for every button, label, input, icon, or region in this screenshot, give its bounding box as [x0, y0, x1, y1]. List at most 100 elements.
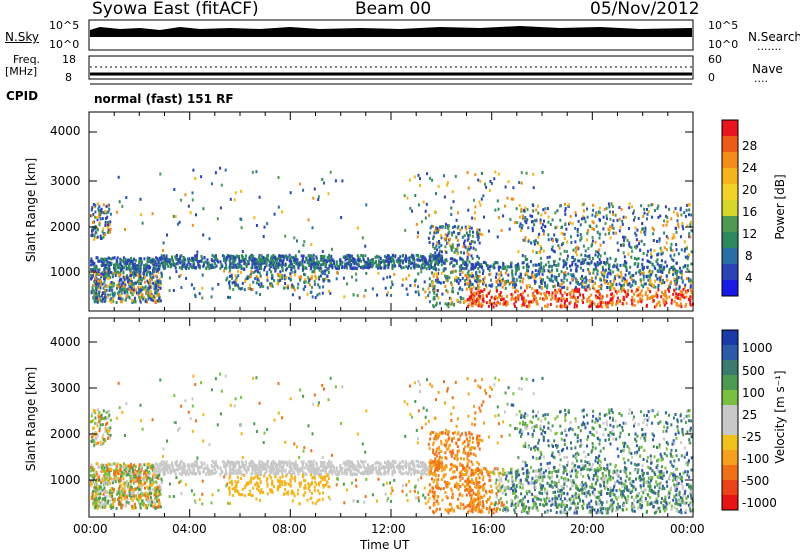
- power-cell: [312, 257, 315, 261]
- power-cell: [451, 190, 454, 194]
- power-cell: [112, 299, 115, 303]
- power-cell: [546, 305, 549, 309]
- power-cell: [516, 297, 519, 301]
- power-cell: [632, 279, 635, 283]
- power-cell: [583, 286, 586, 289]
- power-cell: [530, 241, 532, 245]
- power-cell: [342, 276, 345, 280]
- power-cell: [117, 263, 120, 267]
- power-cell: [210, 266, 213, 270]
- power-cell: [155, 285, 158, 289]
- power-cell: [432, 235, 435, 239]
- velocity-cell: [101, 423, 104, 427]
- power-cell: [619, 225, 622, 229]
- velocity-cell: [149, 483, 151, 487]
- power-cell: [537, 263, 540, 267]
- power-cell: [375, 254, 378, 258]
- velocity-cell: [102, 441, 105, 445]
- power-cell: [668, 295, 671, 299]
- power-cell: [624, 277, 626, 281]
- power-cell: [531, 226, 534, 230]
- power-cell: [513, 285, 516, 289]
- power-cell: [679, 206, 682, 210]
- velocity-cell: [150, 500, 153, 504]
- power-cell: [315, 255, 318, 259]
- power-cell: [293, 258, 296, 262]
- power-cell: [191, 191, 194, 195]
- power-cell: [602, 240, 605, 244]
- power-cell: [103, 263, 106, 267]
- power-cell: [175, 262, 178, 266]
- power-cell: [123, 284, 126, 288]
- power-cell: [477, 261, 480, 265]
- power-cell: [641, 298, 644, 302]
- power-cell: [258, 195, 261, 199]
- power-cell: [97, 207, 100, 211]
- power-cell: [361, 265, 364, 269]
- power-cell: [409, 178, 411, 182]
- power-cell: [670, 298, 673, 302]
- velocity-cb-tick-500: 500: [742, 364, 765, 378]
- power-cell: [471, 240, 474, 244]
- power-cell: [560, 226, 563, 229]
- power-cell: [541, 170, 544, 174]
- power-cell: [450, 302, 453, 306]
- power-cell: [684, 304, 687, 308]
- power-cell: [372, 259, 374, 263]
- power-cell: [688, 235, 691, 239]
- power-cell: [115, 271, 118, 275]
- power-cell: [294, 273, 297, 277]
- velocity-cell: [120, 498, 123, 501]
- power-cell: [572, 295, 575, 299]
- power-cell: [104, 233, 107, 236]
- power-cell: [607, 202, 610, 206]
- power-cell: [538, 232, 541, 236]
- power-cell: [685, 291, 688, 295]
- power-cell: [588, 299, 591, 303]
- power-cell: [652, 295, 655, 299]
- power-cell: [419, 184, 422, 188]
- velocity-cell: [138, 501, 141, 505]
- velocity-cell: [92, 426, 94, 430]
- power-cell: [578, 259, 581, 263]
- power-cell: [562, 259, 565, 263]
- power-cell: [465, 281, 468, 285]
- power-cell: [651, 203, 654, 207]
- power-cell: [377, 271, 380, 275]
- power-cell: [229, 268, 232, 272]
- power-cell: [564, 212, 567, 216]
- power-cell: [559, 282, 562, 286]
- power-cell: [173, 188, 176, 191]
- power-cell: [521, 297, 524, 301]
- power-cell: [108, 223, 111, 227]
- power-cell: [569, 268, 572, 272]
- power-cell: [493, 301, 496, 305]
- power-cell: [474, 287, 477, 291]
- power-cell: [345, 263, 348, 267]
- velocity-cell: [147, 487, 150, 491]
- power-cell: [504, 185, 507, 189]
- velocity-cell: [148, 493, 151, 497]
- power-cell: [144, 288, 147, 292]
- velocity-cell: [91, 481, 94, 485]
- power-cell: [660, 295, 663, 299]
- power-cell: [162, 249, 164, 252]
- power-cell: [255, 224, 258, 227]
- power-cell: [611, 301, 614, 305]
- power-cell: [456, 239, 459, 242]
- velocity-cb-tick-1000: 1000: [742, 341, 773, 355]
- power-cell: [467, 278, 470, 282]
- power-cell: [467, 245, 470, 249]
- velocity-cell: [140, 468, 143, 472]
- power-cell: [657, 285, 660, 289]
- power-cell: [612, 219, 615, 223]
- power-cell: [543, 298, 546, 302]
- power-cell: [569, 295, 572, 299]
- power-cell: [307, 281, 310, 284]
- power-cell: [529, 276, 532, 280]
- power-cell: [683, 286, 686, 290]
- power-cell: [469, 287, 472, 291]
- power-cell: [276, 281, 279, 285]
- power-cell: [584, 254, 587, 258]
- power-cell: [305, 267, 308, 270]
